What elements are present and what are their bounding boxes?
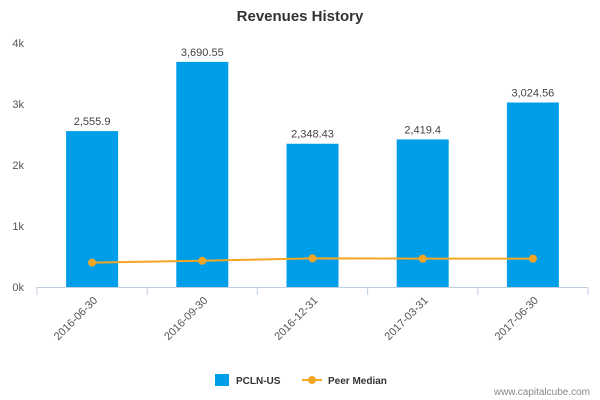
line-point <box>198 256 207 265</box>
data-label: 2,555.9 <box>74 116 111 128</box>
x-tick-label: 2017-03-31 <box>383 295 431 343</box>
y-tick-label: 0k <box>12 282 24 294</box>
line-point <box>528 254 537 263</box>
line-point <box>308 254 317 263</box>
data-label: 3,024.56 <box>511 88 554 100</box>
data-label: 3,690.55 <box>181 47 224 59</box>
bar <box>396 139 449 287</box>
legend-swatch-bar <box>215 374 229 386</box>
legend: PCLN-US Peer Median <box>215 374 387 387</box>
x-tick-label: 2016-12-31 <box>272 295 320 343</box>
data-label: 2,348.43 <box>291 129 334 141</box>
data-label: 2,419.4 <box>404 124 441 136</box>
y-tick-label: 1k <box>12 221 24 233</box>
y-axis: 0k 1k 2k 3k 4k <box>12 38 24 294</box>
credit-text: www.capitalcube.com <box>493 387 590 398</box>
y-tick-label: 2k <box>12 160 24 172</box>
y-tick-label: 3k <box>12 99 24 111</box>
bar <box>176 61 229 287</box>
bar-series <box>66 61 559 288</box>
line-series <box>88 254 537 267</box>
line-point <box>418 254 427 263</box>
x-tick-label: 2016-06-30 <box>52 295 100 343</box>
x-tick-label: 2016-09-30 <box>162 295 210 343</box>
chart-title: Revenues History <box>237 8 364 25</box>
bar <box>286 143 339 287</box>
x-axis: 2016-06-30 2016-09-30 2016-12-31 2017-03-31… <box>36 287 589 343</box>
line-point <box>88 258 97 267</box>
legend-marker-line <box>308 376 316 384</box>
data-labels: 2,555.9 3,690.55 2,348.43 2,419.4 3,024.56 <box>74 47 555 141</box>
legend-label-bar: PCLN-US <box>236 376 281 387</box>
legend-label-line: Peer Median <box>328 376 387 387</box>
y-tick-label: 4k <box>12 38 24 50</box>
x-tick-label: 2017-06-30 <box>493 295 541 343</box>
